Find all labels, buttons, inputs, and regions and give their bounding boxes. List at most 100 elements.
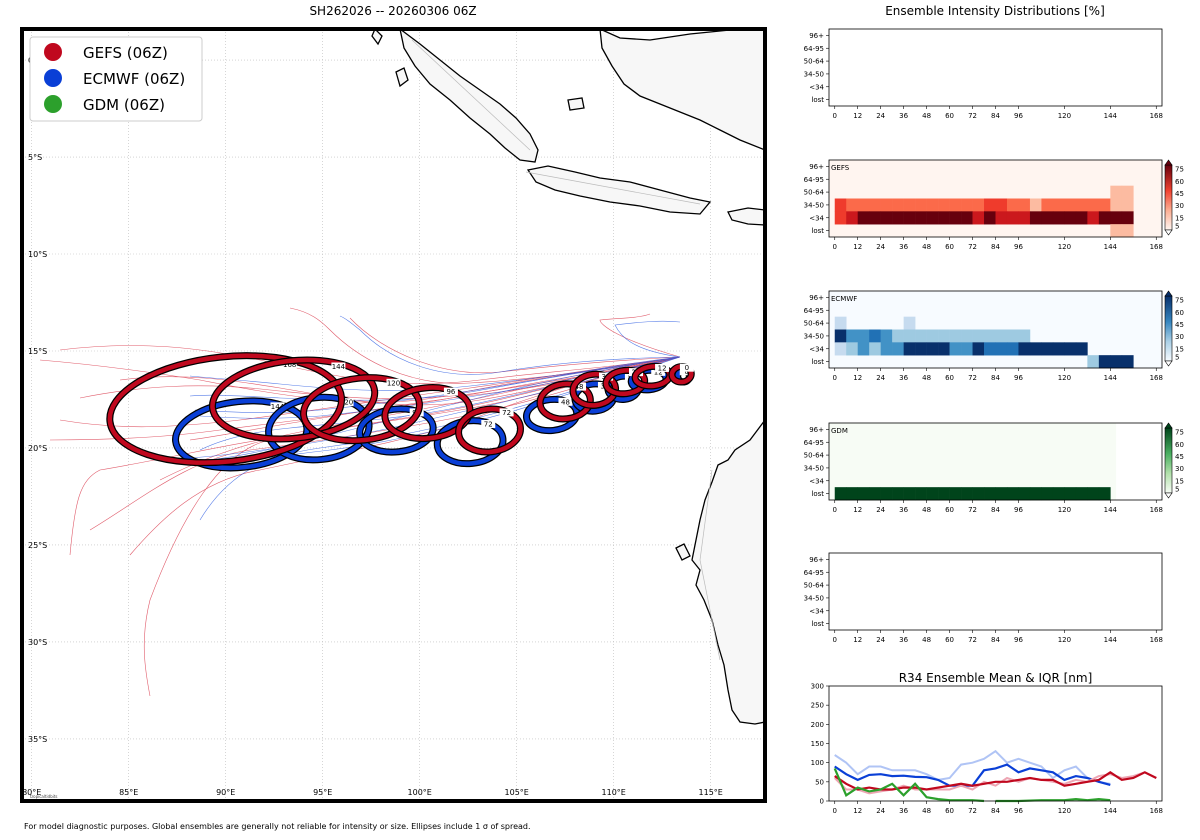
heatmap-x-label: 36 — [899, 636, 908, 644]
heatmap-cell — [1087, 198, 1100, 212]
ellipse-label-gefs-120: 120 — [387, 379, 400, 387]
heatmap-x-label: 72 — [968, 636, 977, 644]
ellipse-label-bg — [443, 387, 458, 396]
legend-box — [29, 36, 203, 122]
r34-y-label: 50 — [815, 778, 824, 786]
heatmap-cell — [1121, 185, 1134, 199]
heatmap-panel-blank0: 96+ 64-95 50-64 34-50 <34 lost 0 12 24 36 48 60 72 84… — [804, 28, 1163, 120]
ellipse-ecmwf-48 — [524, 397, 579, 433]
heatmap-x-label: 0 — [833, 112, 837, 120]
colorbar-bottom-arrow — [1164, 229, 1173, 236]
heatmap-y-label: 96+ — [809, 556, 824, 564]
colorbar-tick-label: 75 — [1175, 297, 1184, 305]
heatmap-cell — [938, 487, 950, 501]
heatmap-x-label: 120 — [1058, 636, 1071, 644]
heatmap-x-label: 72 — [968, 112, 977, 120]
heatmap-y-label: 50-64 — [804, 189, 825, 197]
heatmap-x-label: 12 — [853, 374, 862, 382]
r34-line-ecmwf-iqr — [834, 749, 1111, 785]
heatmap-cell — [938, 329, 950, 343]
heatmap-y-label: <34 — [809, 214, 824, 222]
heatmap-x-label: 72 — [968, 506, 977, 514]
heatmap-y-label: <34 — [809, 345, 824, 353]
heatmap-cell — [1018, 342, 1031, 356]
ellipse-label-bg — [499, 408, 514, 417]
colorbar-tick-label: 15 — [1175, 345, 1184, 353]
heatmap-cell — [846, 198, 859, 212]
heatmap-y-label: 64-95 — [804, 307, 824, 315]
heatmap-cell — [926, 342, 939, 356]
ellipse-gefs-36 — [570, 371, 618, 408]
ellipse-gefs-72 — [456, 406, 523, 455]
heatmap-cell — [892, 329, 904, 343]
ellipse-label-ecmwf-120: 120 — [340, 399, 353, 407]
map-panel: 80°E85°E90°E95°E100°E105°E110°E115°E0°5°… — [22, 29, 765, 801]
heatmap-x-label: 84 — [991, 506, 1000, 514]
heatmap-y-label: <34 — [809, 607, 824, 615]
r34-title: R34 Ensemble Mean & IQR [nm] — [899, 671, 1093, 685]
heatmap-x-label: 0 — [833, 243, 837, 251]
heatmap-cell — [1018, 211, 1031, 225]
heatmap-x-label: 60 — [945, 374, 954, 382]
r34-x-label: 120 — [1058, 807, 1071, 815]
heatmap-cell — [915, 329, 927, 343]
heatmap-y-label: 50-64 — [804, 452, 825, 460]
heatmap-cell — [984, 198, 996, 212]
ellipse-ecmwf-96 — [357, 406, 436, 455]
heatmap-y-label: 34-50 — [804, 464, 824, 472]
heatmap-panel-label: GDM — [831, 427, 848, 435]
heatmap-cell — [834, 211, 847, 225]
heatmap-cell — [949, 342, 962, 356]
heatmap-cell — [1006, 342, 1019, 356]
heatmap-y-label: 34-50 — [804, 332, 824, 340]
heatmap-y-label: lost — [811, 358, 824, 366]
land-masses — [371, 29, 765, 725]
colorbar-tick-label: 45 — [1175, 321, 1184, 329]
r34-y-label: 300 — [811, 683, 824, 691]
heatmap-cell — [961, 487, 973, 501]
heatmap-cell — [984, 329, 996, 343]
map-lon-label: 110°E — [602, 788, 626, 797]
heatmap-cell — [961, 198, 973, 212]
java-landmass — [526, 165, 712, 215]
heatmap-cell — [857, 487, 870, 501]
heatmap-panel-blank4: 96+ 64-95 50-64 34-50 <34 lost 0 12 24 36 48 60 72 84… — [804, 552, 1163, 644]
colorbar-bottom-arrow — [1164, 360, 1173, 367]
colorbar-tick-label: 60 — [1175, 178, 1184, 186]
heatmap-y-label: <34 — [809, 83, 824, 91]
map-gridlines: 80°E85°E90°E95°E100°E105°E110°E115°E0°5°… — [22, 29, 765, 801]
heatmap-x-label: 144 — [1104, 506, 1118, 514]
heatmap-x-label: 60 — [945, 506, 954, 514]
heatmap-x-label: 24 — [876, 636, 885, 644]
r34-y-label: 200 — [811, 721, 824, 729]
r34-line-gdm — [833, 767, 985, 803]
heatmap-cell — [972, 487, 985, 501]
heatmap-x-label: 144 — [1104, 112, 1118, 120]
ellipse-gefs-168 — [107, 353, 344, 465]
heatmap-cell — [1018, 198, 1031, 212]
heatmap-cell — [1029, 487, 1042, 501]
colorbar-bottom-arrow — [1164, 492, 1173, 499]
australia-landmass — [691, 418, 765, 725]
ellipse-label-ecmwf-48: 48 — [561, 398, 570, 406]
heatmap-cell — [869, 198, 881, 212]
heatmap-x-label: 168 — [1150, 506, 1163, 514]
heatmap-cell — [1041, 211, 1054, 225]
heatmap-cell — [869, 487, 881, 501]
ellipse-label-ecmwf-12: 12 — [654, 368, 663, 376]
heatmap-cell — [1006, 329, 1019, 343]
heatmap-x-label: 36 — [899, 374, 908, 382]
heatmap-x-label: 12 — [853, 243, 862, 251]
heatmap-x-label: 60 — [945, 112, 954, 120]
colorbar-top-arrow — [1164, 290, 1173, 297]
heatmap-cell — [926, 211, 939, 225]
heatmap-cell — [880, 487, 893, 501]
heatmap-cell — [892, 211, 904, 225]
legend-label-ecmwf: ECMWF (06Z) — [83, 70, 185, 88]
colorbar — [1164, 427, 1173, 494]
r34-x-label: 24 — [876, 807, 885, 815]
heatmap-cell — [938, 198, 950, 212]
legend-marker-gdm — [44, 95, 62, 113]
heatmap-cell — [995, 329, 1008, 343]
